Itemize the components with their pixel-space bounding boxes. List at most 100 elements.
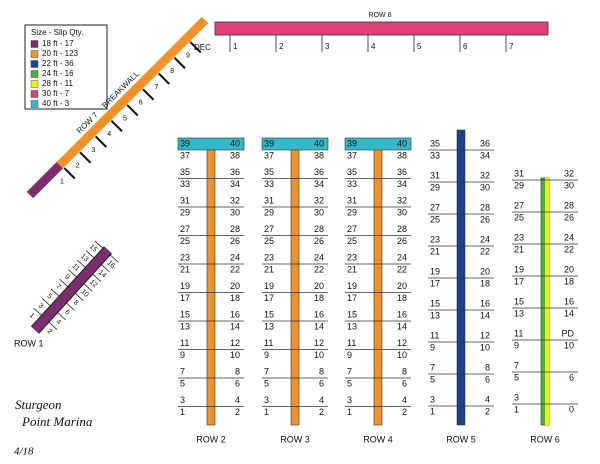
dock-head [261, 137, 329, 151]
slip-number: 15 [264, 309, 274, 319]
slip-number: 21 [347, 264, 357, 274]
slip-number: 33 [347, 179, 357, 189]
slip-number: 23 [264, 252, 274, 262]
legend-swatch [30, 50, 39, 58]
slip-number: 23 [347, 252, 357, 262]
slip-number: 2 [76, 163, 80, 170]
slip-divider [74, 292, 84, 302]
slip-number: 27 [514, 200, 524, 210]
slip-divider [56, 311, 67, 321]
slip-number: 3 [325, 42, 330, 51]
slip-number: 30 [564, 180, 574, 190]
slip-number: 24 [397, 252, 407, 262]
slip-number: 37 [264, 150, 274, 160]
legend-swatch [30, 40, 39, 48]
slip-number: 8 [72, 299, 80, 307]
slip-number: 20 [564, 264, 574, 274]
slip-divider [91, 273, 102, 282]
slip-number: 24 [480, 234, 490, 244]
slip-number: 15 [514, 296, 524, 306]
slip-number: 28 [480, 202, 490, 212]
slip-number: 5 [45, 293, 53, 301]
slip-number: 22 [230, 264, 240, 274]
slip-number: 1 [180, 407, 185, 417]
slip-number: 32 [397, 195, 407, 205]
dock-walkway [456, 129, 466, 426]
legend-label: 30 ft - 7 [42, 89, 70, 98]
slip-number: 9 [180, 350, 185, 360]
slip-number: 8 [235, 366, 240, 376]
slip-number: 25 [180, 236, 190, 246]
slip-number: 17 [264, 293, 274, 303]
slip-number: 22 [397, 264, 407, 274]
slip-number: 9 [63, 273, 71, 281]
slip-number: 0 [569, 404, 574, 414]
row7-dock-small [26, 162, 63, 199]
slip-number: 16 [314, 309, 324, 319]
slip-number: 11 [264, 338, 273, 348]
legend-swatch [30, 70, 39, 78]
slip-number: 22 [314, 264, 324, 274]
slip-number: 1 [264, 407, 269, 417]
slip-number: 13 [180, 321, 190, 331]
slip-number: 34 [397, 179, 407, 189]
dock-walkway [206, 139, 216, 426]
slip-number: 24 [564, 232, 574, 242]
slip-number: 25 [347, 236, 357, 246]
row8-dock [214, 21, 549, 36]
slip-number: 23 [180, 252, 190, 262]
slip-number: 9 [264, 350, 269, 360]
slip-number: 23 [430, 234, 440, 244]
slip-number: 1 [514, 404, 519, 414]
legend-label: 40 ft - 3 [42, 99, 70, 108]
slip-number: 7 [54, 283, 62, 291]
slip-number: 6 [235, 378, 240, 388]
slip-number: 1 [60, 178, 64, 185]
slip-number: 40 [397, 138, 407, 148]
slip-number: 25 [264, 236, 274, 246]
dock-stripe [545, 178, 549, 425]
slip-number: 40 [314, 138, 324, 148]
slip-number: 6 [139, 100, 143, 107]
slip-number: 13 [514, 308, 524, 318]
slip-number: 29 [264, 207, 274, 217]
slip-number: 11 [180, 338, 189, 348]
slip-divider [189, 41, 202, 54]
slip-number: 15 [180, 309, 190, 319]
slip-number: 14 [230, 321, 240, 331]
slip-number: 22 [480, 246, 490, 256]
slip-number: 24 [314, 252, 324, 262]
row-label: ROW 4 [363, 434, 393, 444]
slip-number: 36 [314, 167, 324, 177]
slip-number: 12 [314, 338, 324, 348]
slip-number: 22 [564, 244, 574, 254]
legend-label: 28 ft - 11 [42, 79, 74, 88]
slip-number: 9 [430, 342, 435, 352]
row-label: ROW 2 [196, 434, 226, 444]
slip-number: 38 [314, 150, 324, 160]
slip-number: 39 [264, 138, 274, 148]
slip-number: 29 [180, 207, 190, 217]
slip-number: 5 [180, 378, 185, 388]
legend-box [24, 24, 108, 110]
slip-divider [126, 104, 139, 117]
slip-number: 35 [264, 167, 274, 177]
slip-divider [50, 288, 61, 298]
slip-number: 32 [564, 168, 574, 178]
legend-swatch [30, 90, 39, 98]
slip-number: 6 [463, 42, 468, 51]
slip-number: 10 [397, 350, 407, 360]
legend-swatch [30, 60, 39, 68]
slip-number: 4 [107, 131, 111, 138]
slip-number: 14 [480, 310, 490, 320]
slip-number: 2 [319, 407, 324, 417]
slip-number: 38 [397, 150, 407, 160]
slip-number: 16 [106, 260, 117, 270]
legend-label: 18 ft - 17 [42, 39, 74, 48]
slip-number: 34 [480, 150, 490, 160]
slip-number: 37 [180, 150, 190, 160]
slip-number: 8 [402, 366, 407, 376]
slip-number: 8 [485, 362, 490, 372]
slip-number: 10 [230, 350, 240, 360]
